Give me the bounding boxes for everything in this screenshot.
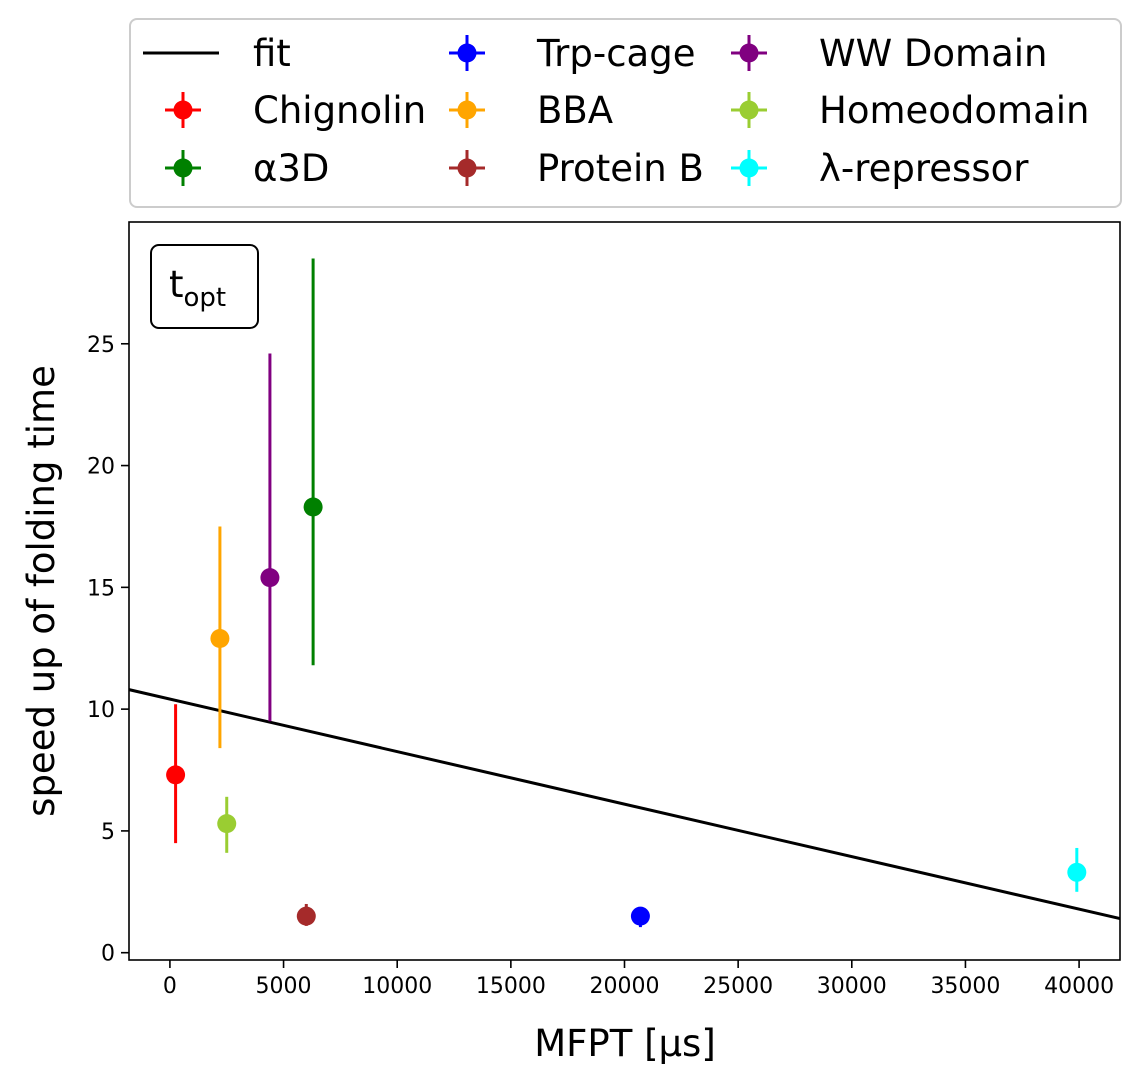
x-tick-label: 25000 <box>703 974 773 999</box>
legend-label: Chignolin <box>253 89 426 132</box>
legend-marker <box>457 100 477 120</box>
y-tick-label: 5 <box>101 820 115 845</box>
legend-marker <box>739 100 759 120</box>
data-point <box>210 628 230 648</box>
legend: fit Chignolin α3D Trp-cage BBA Protein B WW Do… <box>143 32 1089 190</box>
legend-marker <box>457 43 477 63</box>
legend-label: Protein B <box>537 147 704 190</box>
legend-label: Homeodomain <box>819 89 1089 132</box>
legend-marker <box>173 100 193 120</box>
legend-label: Trp-cage <box>536 32 695 75</box>
annotation-label: topt <box>169 263 226 313</box>
x-tick-label: 30000 <box>817 974 887 999</box>
x-axis: 0 5000 10000 15000 20000 25000 30000 35000 40000 <box>163 960 1114 999</box>
y-tick-label: 25 <box>87 333 115 358</box>
data-point <box>217 814 237 834</box>
legend-label: WW Domain <box>819 32 1048 75</box>
x-tick-label: 0 <box>163 974 177 999</box>
x-tick-label: 15000 <box>476 974 546 999</box>
y-tick-label: 0 <box>101 942 115 967</box>
annotation-main: t <box>169 263 184 306</box>
legend-marker <box>173 158 193 178</box>
x-tick-label: 35000 <box>930 974 1000 999</box>
annotation-box <box>150 244 259 329</box>
legend-label: λ-repressor <box>819 147 1029 190</box>
legend-label: fit <box>253 32 291 75</box>
data-point <box>166 765 186 785</box>
legend-marker <box>739 158 759 178</box>
x-tick-label: 10000 <box>362 974 432 999</box>
y-tick-label: 20 <box>87 455 115 480</box>
data-point <box>630 906 650 926</box>
data-point <box>303 497 323 517</box>
y-axis: 0 5 10 15 20 25 <box>87 333 129 967</box>
x-tick-label: 20000 <box>590 974 660 999</box>
data-point <box>260 568 280 588</box>
annotation-sub: opt <box>184 283 227 313</box>
plot-frame <box>128 221 1121 961</box>
legend-box <box>129 18 1122 208</box>
plot-area <box>128 258 1121 928</box>
data-point <box>296 906 316 926</box>
data-point <box>1067 862 1087 882</box>
x-tick-label: 40000 <box>1044 974 1114 999</box>
legend-marker <box>457 158 477 178</box>
y-tick-label: 10 <box>87 698 115 723</box>
legend-label: α3D <box>253 147 329 190</box>
y-tick-label: 15 <box>87 576 115 601</box>
legend-marker <box>739 43 759 63</box>
x-axis-label: MFPT [μs] <box>534 1022 716 1065</box>
legend-label: BBA <box>537 89 613 132</box>
y-axis-label: speed up of folding time <box>20 365 63 817</box>
x-tick-label: 5000 <box>256 974 312 999</box>
fit-line <box>128 688 1121 921</box>
